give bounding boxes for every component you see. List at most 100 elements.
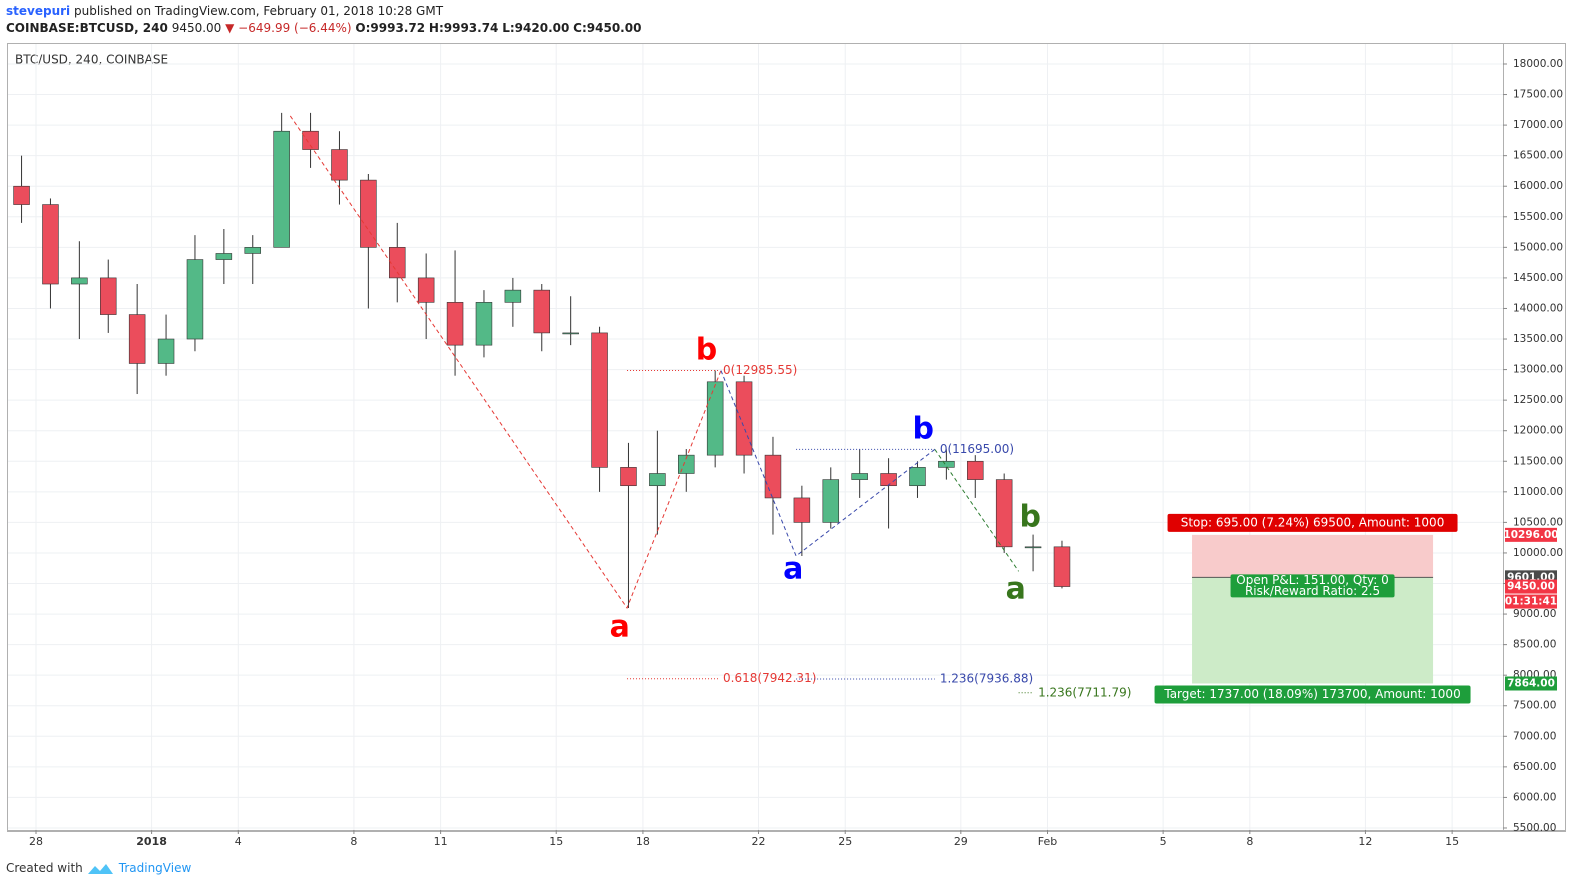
stop-label: Stop: 695.00 (7.24%) 69500, Amount: 1000 [1181, 515, 1445, 529]
fib-label: 1.236(7711.79) [1038, 685, 1131, 699]
y-tick-label: 13000.00 [1513, 364, 1563, 376]
created: Created with [6, 861, 83, 875]
header-line: COINBASE:BTCUSD, 240 9450.00 ▼ −649.99 (… [6, 20, 641, 37]
countdown: 01:31:41 [1505, 596, 1557, 608]
candle-body [649, 473, 666, 487]
candle-body [186, 259, 204, 340]
x-tick-label: 15 [1445, 835, 1459, 848]
y-tick-label: 11000.00 [1513, 486, 1563, 498]
candle-body [302, 130, 319, 150]
candle-body [706, 381, 724, 456]
y-tick-label: 12500.00 [1513, 394, 1563, 406]
y-tick-label: 6500.00 [1513, 761, 1556, 773]
candle-body [128, 314, 146, 364]
wave-label: b [1019, 499, 1040, 534]
frame [7, 43, 1566, 832]
wave-label: b [696, 333, 717, 368]
y-tick-label: 7000.00 [1513, 730, 1556, 742]
x-tick-label: 12 [1358, 835, 1372, 848]
ohlc: L:9420.00 [502, 21, 570, 35]
fib-label: 0.618(7942.31) [723, 671, 816, 685]
y-tick-label: 6000.00 [1513, 791, 1556, 803]
header-line: stevepuri published on TradingView.com, … [6, 3, 641, 20]
countdown-bg [1505, 594, 1557, 609]
y-tick-label: 10500.00 [1513, 516, 1563, 528]
brand[interactable]: TradingView [118, 861, 192, 875]
y-tick-label: 18000.00 [1513, 58, 1563, 70]
candle-body [793, 497, 811, 523]
y-tick-label: 7500.00 [1513, 700, 1556, 712]
stop-label-bg [1167, 513, 1458, 532]
logo [88, 864, 113, 874]
x-tick-label: 25 [838, 835, 852, 848]
price-badge-label: 9450.00 [1507, 581, 1555, 593]
chart-title: BTC/USD, 240, COINBASE [15, 53, 168, 67]
y-tick-label: 16500.00 [1513, 150, 1563, 162]
stop-zone [1192, 534, 1434, 578]
symbol: COINBASE:BTCUSD, 240 [6, 21, 168, 35]
candle-body [822, 479, 840, 523]
candle-body [42, 204, 59, 285]
x-tick-label: 29 [954, 835, 968, 848]
header: stevepuri published on TradingView.com, … [6, 3, 641, 37]
candle-body [995, 479, 1013, 548]
candle-body [620, 467, 637, 487]
x-tick-label: 15 [549, 835, 563, 848]
target-label-bg [1154, 685, 1471, 704]
author: stevepuri [6, 4, 71, 18]
x-tick-label: Feb [1038, 835, 1057, 848]
x-tick-label: 22 [752, 835, 766, 848]
candle-body [71, 277, 88, 285]
price-badge [1505, 579, 1557, 594]
candle-body [244, 247, 262, 254]
wave-label: a [1006, 571, 1026, 606]
y-tick-label: 14500.00 [1513, 272, 1563, 284]
pnl-bg [1230, 574, 1395, 598]
candle-body [215, 253, 233, 260]
pnl-label: Open P&L: 151.00, Qty: 0 [1236, 573, 1389, 587]
candle-body [446, 302, 464, 346]
y-tick-label: 10000.00 [1513, 547, 1563, 559]
candle-body [735, 381, 753, 456]
y-tick-label: 15500.00 [1513, 211, 1563, 223]
candle-body [13, 185, 30, 205]
candle-body [851, 473, 868, 480]
candle-body [1024, 546, 1042, 549]
x-tick-label: 4 [235, 835, 242, 848]
price-badge [1505, 527, 1557, 542]
x-tick-label: 18 [636, 835, 650, 848]
candle-body [764, 454, 782, 499]
candle-body [100, 277, 117, 315]
wave-line [720, 370, 936, 557]
fib-label: 0(11695.00) [940, 442, 1014, 456]
rr-label: Risk/Reward Ratio: 2.5 [1245, 584, 1380, 598]
wave-label: a [610, 609, 630, 644]
price-badge-label: 10296.00 [1503, 529, 1558, 541]
x-tick-label: 11 [434, 835, 448, 848]
candle-body [273, 130, 290, 248]
candle-body [417, 277, 435, 303]
wave-line [289, 115, 722, 610]
candle-body [389, 247, 406, 279]
y-tick-label: 15000.00 [1513, 241, 1563, 253]
y-tick-label: 8500.00 [1513, 639, 1556, 651]
candle-body [504, 289, 522, 303]
price-badge-label: 7864.00 [1507, 677, 1555, 689]
ohlc: C:9450.00 [573, 21, 642, 35]
x-tick-label: 8 [1246, 835, 1253, 848]
y-tick-label: 13500.00 [1513, 333, 1563, 345]
y-tick-label: 11500.00 [1513, 455, 1563, 467]
y-tick-label: 16000.00 [1513, 180, 1563, 192]
fib-label: 0(12985.55) [723, 363, 797, 377]
fib-label: 1.236(7936.88) [940, 672, 1033, 686]
change: ▼ −649.99 (−6.44%) [225, 21, 352, 35]
footer: Created with TradingView [6, 861, 191, 875]
published: published on TradingView.com, February 0… [73, 4, 444, 18]
target-label: Target: 1737.00 (18.09%) 173700, Amount:… [1163, 687, 1460, 701]
grid [8, 44, 1503, 830]
candle-body [475, 302, 493, 346]
y-tick-label: 17000.00 [1513, 119, 1563, 131]
x-tick-label: 5 [1160, 835, 1167, 848]
